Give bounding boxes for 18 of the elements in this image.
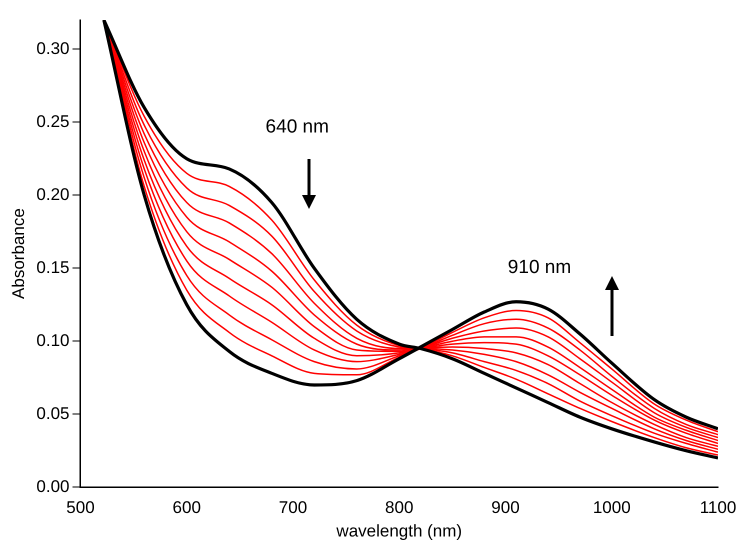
annotation: 640 nm bbox=[266, 116, 329, 138]
x-axis-title: wavelength (nm) bbox=[335, 521, 462, 540]
x-tick-label: 600 bbox=[172, 498, 201, 518]
y-tick-label: 0.20 bbox=[36, 184, 70, 204]
annotation: 910 nm bbox=[508, 256, 572, 278]
x-tick-label: 1100 bbox=[700, 498, 736, 518]
x-tick-label: 900 bbox=[491, 498, 520, 518]
y-tick-label: 0.10 bbox=[36, 330, 70, 350]
y-tick-label: 0.15 bbox=[36, 258, 70, 277]
y-axis-title: Absorbance bbox=[8, 208, 28, 299]
x-tick-label: 500 bbox=[66, 498, 95, 518]
x-tick-label: 1000 bbox=[592, 498, 631, 518]
y-tick-label: 0.25 bbox=[36, 112, 70, 131]
y-tick-label: 0.00 bbox=[36, 476, 70, 496]
y-tick-label: 0.05 bbox=[36, 404, 70, 423]
x-tick-label: 800 bbox=[385, 498, 414, 518]
y-tick-label: 0.30 bbox=[36, 38, 70, 58]
x-tick-label: 700 bbox=[278, 498, 308, 518]
